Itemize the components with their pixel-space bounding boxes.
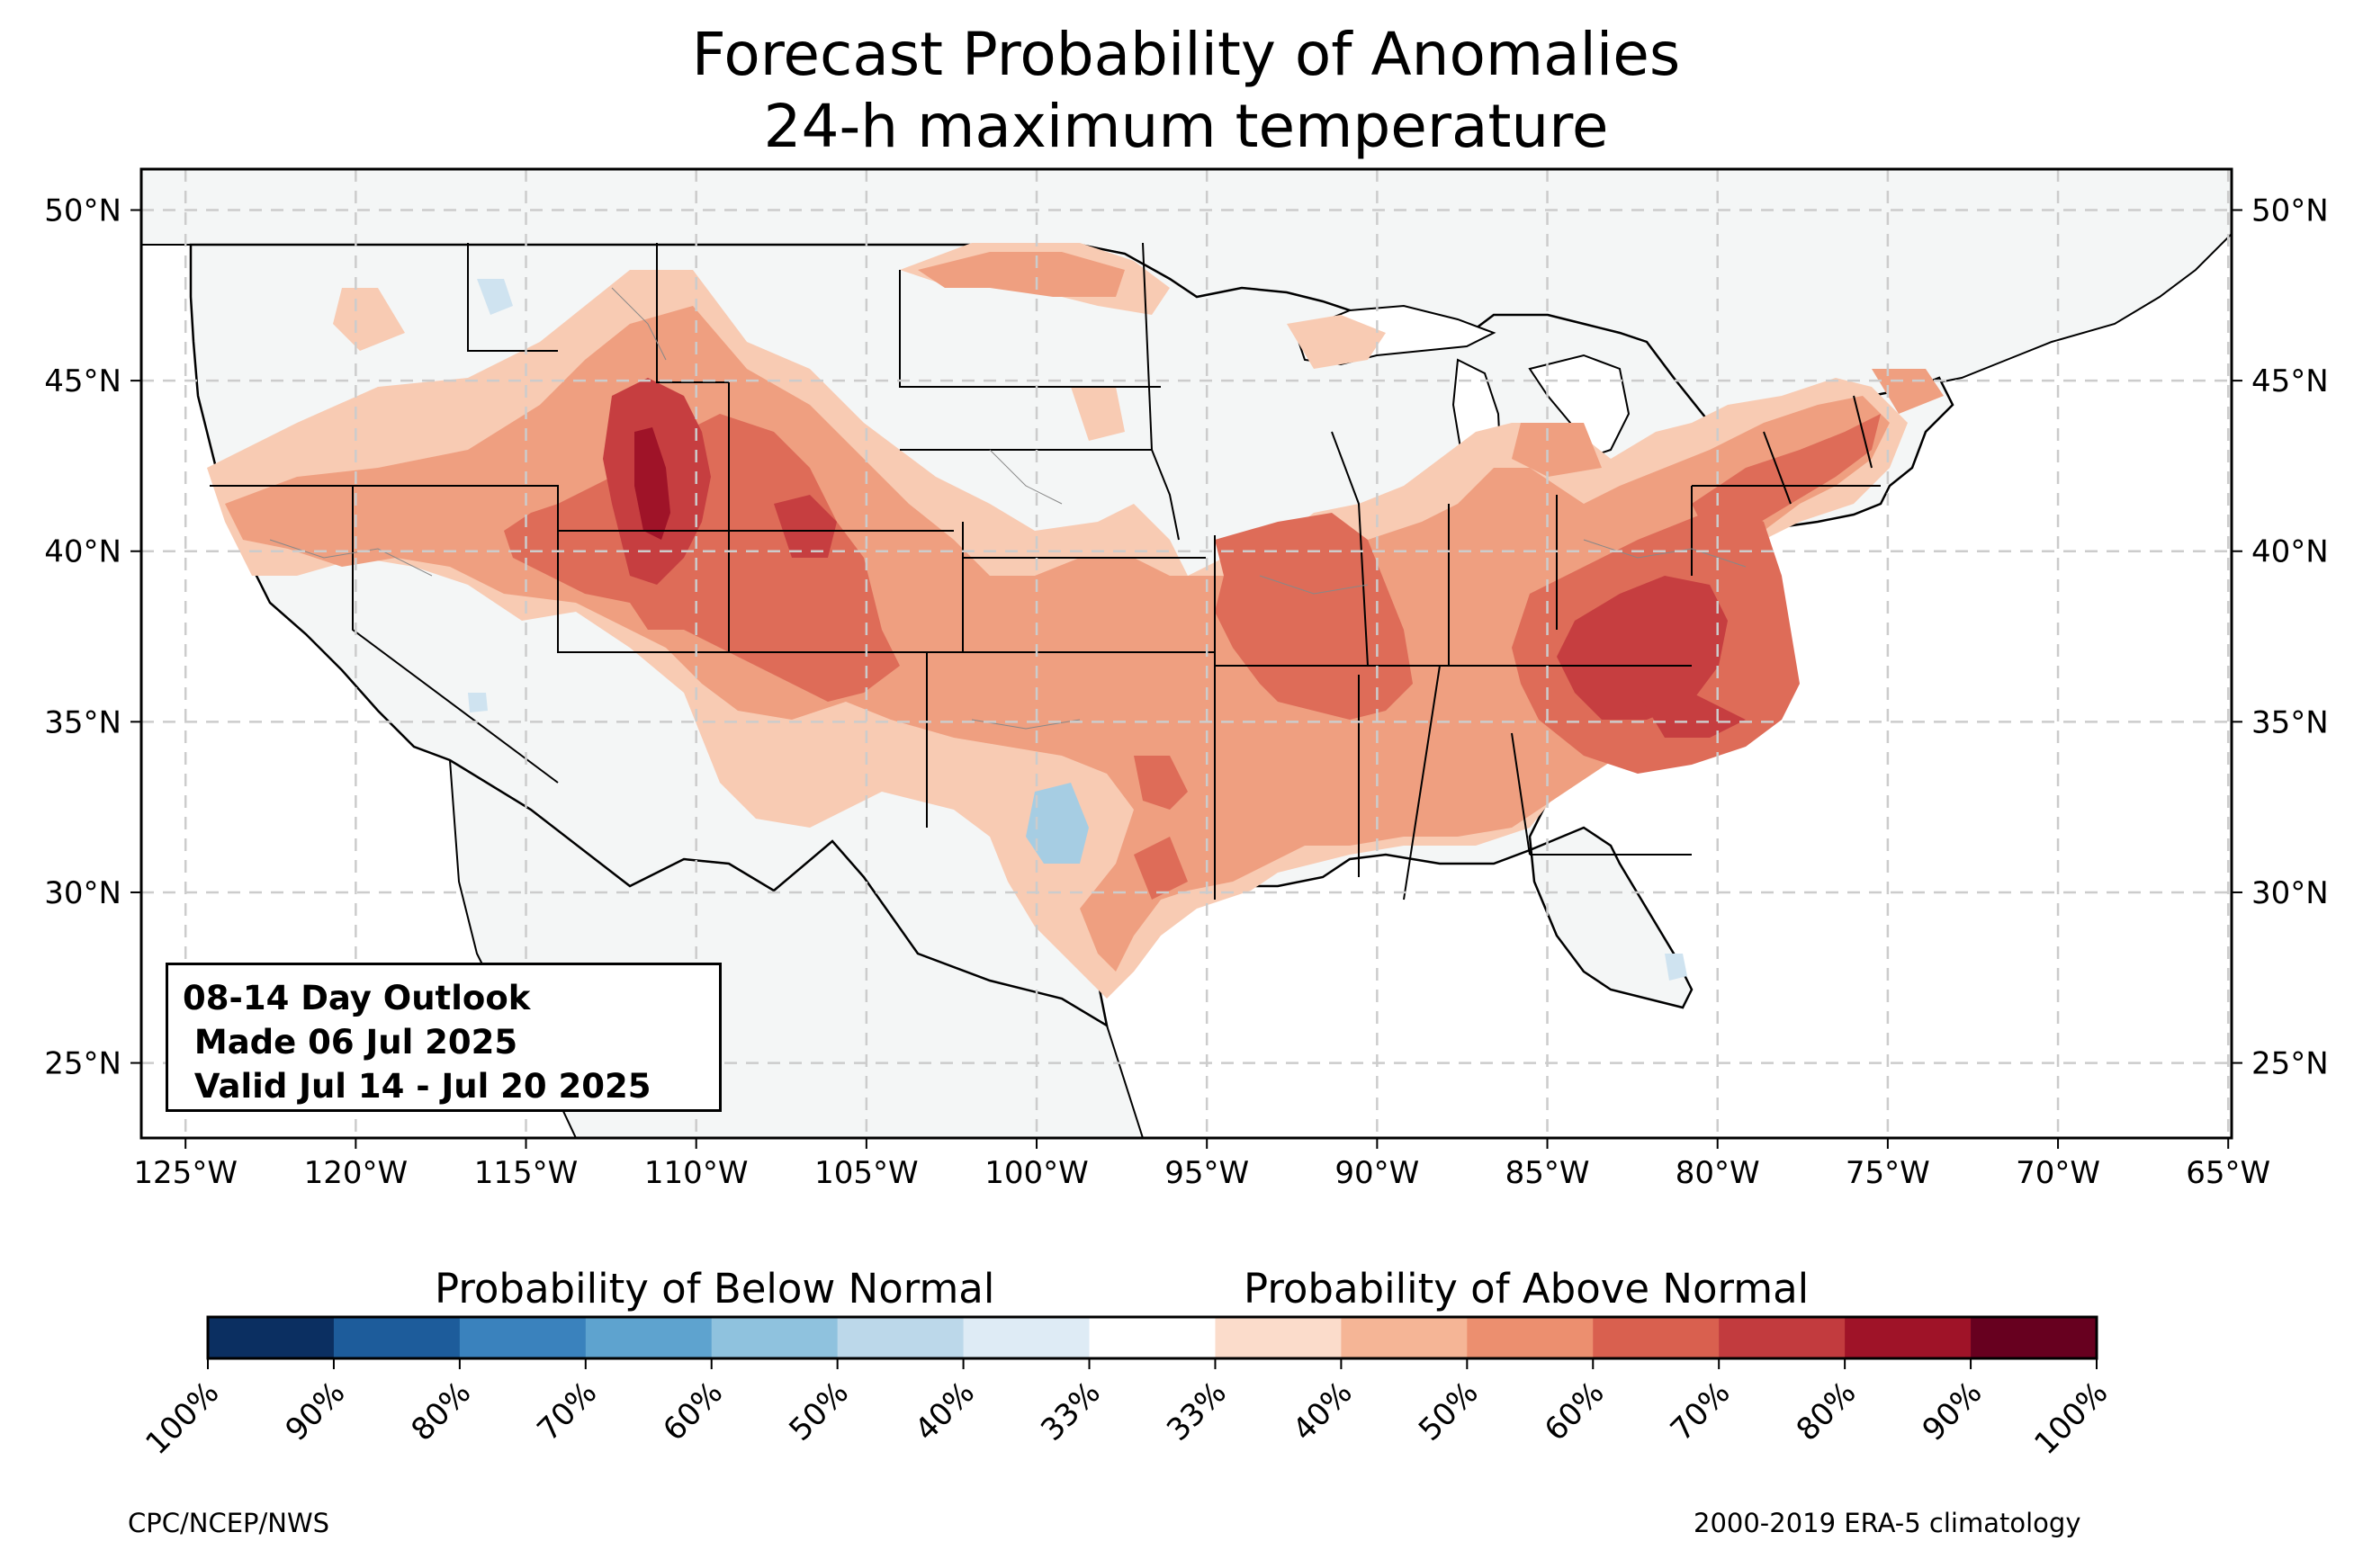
colorbar-tick-label: 50% <box>1412 1375 1486 1448</box>
lon-tick-label: 75°W <box>1846 1155 1930 1191</box>
lat-tick-label-right: 40°N <box>2251 534 2329 570</box>
county-boundaries <box>269 287 1747 730</box>
colorbar-segment <box>459 1317 587 1358</box>
colorbar-tick-label: 60% <box>656 1375 730 1448</box>
lat-tick-label-left: 35°N <box>44 704 121 740</box>
lat-tick-label-right: 30°N <box>2251 875 2329 911</box>
colorbar-segment <box>1215 1317 1342 1358</box>
colorbar-tick-label: 33% <box>1160 1375 1234 1448</box>
lat-lon-gridlines <box>141 169 2232 1138</box>
colorbar-tick-label: 90% <box>1916 1375 1990 1448</box>
lat-tick-label-left: 40°N <box>44 534 121 570</box>
credit-agency: CPC/NCEP/NWS <box>128 1508 330 1538</box>
colorbar-segment <box>963 1317 1091 1358</box>
colorbar-tick-label: 40% <box>1286 1375 1360 1448</box>
credit-climatology: 2000-2019 ERA-5 climatology <box>1694 1508 2081 1538</box>
lon-tick-label: 115°W <box>474 1155 579 1191</box>
colorbar: 100% 90% 80% 70% 60% 50% 40% 33% 33% 40% 50% 60% 70%… <box>139 1315 2115 1462</box>
colorbar-segment <box>333 1317 461 1358</box>
colorbar-segment <box>585 1317 713 1358</box>
colorbar-segment <box>1089 1317 1216 1358</box>
lon-tick-label: 90°W <box>1334 1155 1419 1191</box>
colorbar-segment <box>1341 1317 1468 1358</box>
lon-tick-label: 70°W <box>2016 1155 2100 1191</box>
lat-tick-label-right: 45°N <box>2251 363 2329 399</box>
colorbar-above-label: Probability of Above Normal <box>1244 1265 1810 1313</box>
above-70-shading <box>603 378 1746 738</box>
below-normal-shading <box>468 279 1687 981</box>
lat-tick-label-left: 50°N <box>44 193 121 229</box>
lat-tick-label-right: 35°N <box>2251 704 2329 740</box>
colorbar-segment <box>208 1317 335 1358</box>
colorbar-segment <box>711 1317 839 1358</box>
lon-tick-label: 95°W <box>1164 1155 1249 1191</box>
lon-tick-label: 85°W <box>1505 1155 1590 1191</box>
colorbar-segment <box>837 1317 965 1358</box>
lat-tick-label-right: 25°N <box>2251 1046 2329 1082</box>
above-80-shading <box>634 427 670 540</box>
colorbar-segment <box>1845 1317 1972 1358</box>
colorbar-below-label: Probability of Below Normal <box>435 1265 995 1313</box>
lon-tick-label: 65°W <box>2186 1155 2270 1191</box>
outlook-period: 08-14 Day Outlook <box>183 979 531 1017</box>
map-title: Forecast Probability of Anomalies <box>691 20 1681 89</box>
colorbar-tick-label: 70% <box>530 1375 604 1448</box>
colorbar-tick-label: 40% <box>908 1375 982 1448</box>
colorbar-segment <box>1467 1317 1594 1358</box>
outlook-made-date: Made 06 Jul 2025 <box>183 1023 518 1062</box>
colorbar-tick-label: 50% <box>782 1375 856 1448</box>
lat-tick-label-left: 25°N <box>44 1046 121 1082</box>
lon-tick-label: 120°W <box>304 1155 409 1191</box>
colorbar-tick-label: 90% <box>279 1375 353 1448</box>
latitude-tick-labels: 50°N 50°N 45°N 45°N 40°N 40°N 35°N 35°N 30°N 30°N… <box>44 193 2328 1082</box>
outlook-info-box: 08-14 Day Outlook Made 06 Jul 2025 Valid… <box>166 963 722 1112</box>
longitude-tick-labels: 125°W 120°W 115°W 110°W 105°W 100°W 95°W 90°W 85… <box>133 1138 2270 1191</box>
colorbar-tick-label: 100% <box>2027 1375 2115 1462</box>
colorbar-tick-label: 80% <box>1790 1375 1864 1448</box>
lat-tick-label-left: 45°N <box>44 363 121 399</box>
colorbar-segment <box>1971 1317 2098 1358</box>
lat-tick-label-right: 50°N <box>2251 193 2329 229</box>
colorbar-tick-label: 33% <box>1034 1375 1108 1448</box>
lon-tick-label: 100°W <box>984 1155 1089 1191</box>
lon-tick-label: 105°W <box>814 1155 919 1191</box>
colorbar-tick-label: 100% <box>139 1375 226 1462</box>
lon-tick-label: 110°W <box>644 1155 749 1191</box>
map-subtitle: 24-h maximum temperature <box>763 92 1609 161</box>
colorbar-segment <box>1719 1317 1846 1358</box>
lon-tick-label: 80°W <box>1676 1155 1760 1191</box>
colorbar-tick-label: 70% <box>1664 1375 1738 1448</box>
colorbar-segment <box>1593 1317 1720 1358</box>
colorbar-outline <box>206 1315 2098 1360</box>
lat-tick-label-left: 30°N <box>44 875 121 911</box>
outlook-valid-range: Valid Jul 14 - Jul 20 2025 <box>183 1067 651 1106</box>
colorbar-tick-label: 80% <box>405 1375 479 1448</box>
state-boundaries <box>210 242 1881 900</box>
colorbar-tick-label: 60% <box>1538 1375 1612 1448</box>
map-frame <box>139 167 2233 1140</box>
lon-tick-label: 125°W <box>133 1155 238 1191</box>
